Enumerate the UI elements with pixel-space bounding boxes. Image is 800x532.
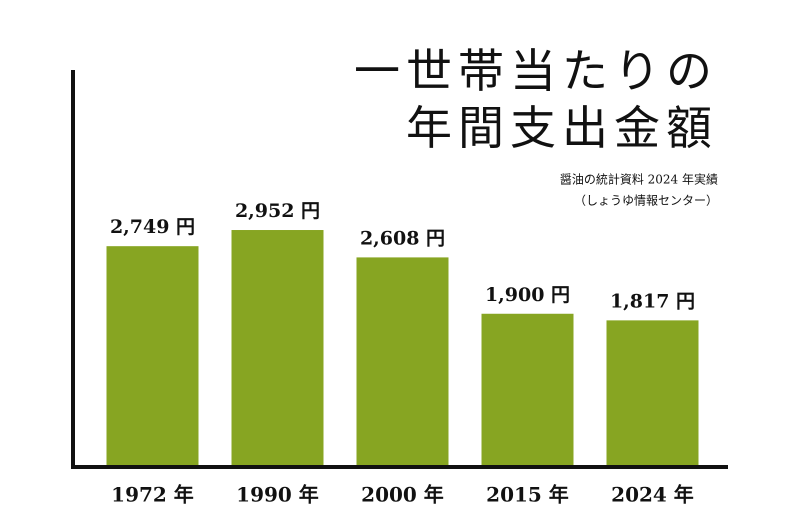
bar — [106, 246, 199, 465]
bar — [481, 313, 574, 465]
bar — [231, 230, 324, 465]
bar — [606, 320, 699, 465]
value-label: 2,608 円 — [360, 227, 445, 249]
value-label: 2,952 円 — [235, 200, 320, 222]
x-tick-label: 2024 年 — [611, 483, 694, 507]
source: 醤油の統計資料 2024 年実績 — [560, 172, 718, 187]
x-tick-label: 1972 年 — [111, 483, 194, 507]
bar — [356, 257, 449, 465]
value-label: 1,900 円 — [485, 284, 570, 306]
chart-title: 一世帯当たりの — [354, 44, 718, 98]
x-tick-label: 1990 年 — [236, 483, 319, 507]
x-tick-label: 2000 年 — [361, 483, 444, 507]
x-tick-label: 2015 年 — [486, 483, 569, 507]
chart-title: 年間支出金額 — [406, 101, 718, 155]
source: （しょうゆ情報センター） — [574, 194, 718, 208]
value-label: 2,749 円 — [110, 216, 195, 238]
value-label: 1,817 円 — [610, 290, 695, 312]
